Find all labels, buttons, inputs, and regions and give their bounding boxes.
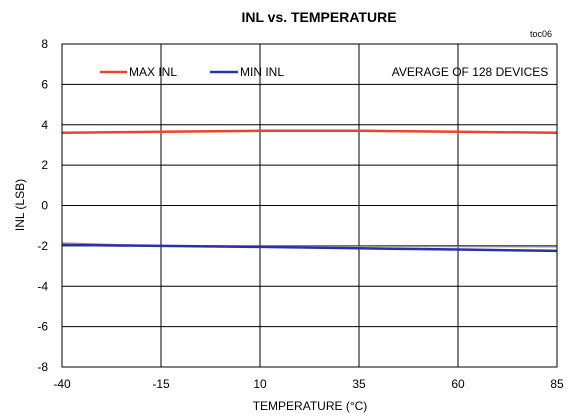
figure-id: toc06: [530, 29, 552, 39]
y-tick-label: 4: [41, 118, 48, 132]
y-axis-label: INL (LSB): [13, 179, 27, 231]
y-tick-label: -8: [37, 360, 48, 374]
series-layer: [61, 129, 558, 253]
series-line-max-inl: [61, 129, 558, 135]
legend-label-min-inl: MIN INL: [240, 65, 284, 79]
x-tick-label: 35: [352, 377, 366, 391]
x-tick-label: 60: [451, 377, 465, 391]
plot-frame: [61, 43, 558, 368]
y-tick-label: -6: [37, 320, 48, 334]
x-tick-label: 85: [550, 377, 564, 391]
y-tick-label: 6: [41, 77, 48, 91]
y-tick-label: -4: [37, 279, 48, 293]
tick-labels: -40 -15 10 35 60 85 -8 -6 -4 -2 0 2 4 6 8: [37, 37, 564, 391]
chart-title: INL vs. TEMPERATURE: [241, 9, 396, 25]
legend: MAX INL MIN INL: [100, 65, 284, 79]
x-tick-label: -15: [152, 377, 170, 391]
y-tick-label: -2: [37, 239, 48, 253]
annotation-text: AVERAGE OF 128 DEVICES: [392, 65, 549, 79]
legend-label-max-inl: MAX INL: [129, 65, 177, 79]
y-tick-label: 2: [41, 158, 48, 172]
grid: [62, 44, 557, 367]
series-line-min-inl: [61, 243, 558, 253]
x-axis-label: TEMPERATURE (°C): [253, 399, 368, 413]
x-tick-label: 10: [253, 377, 267, 391]
y-tick-label: 8: [41, 37, 48, 51]
y-tick-label: 0: [41, 199, 48, 213]
x-tick-label: -40: [53, 377, 71, 391]
